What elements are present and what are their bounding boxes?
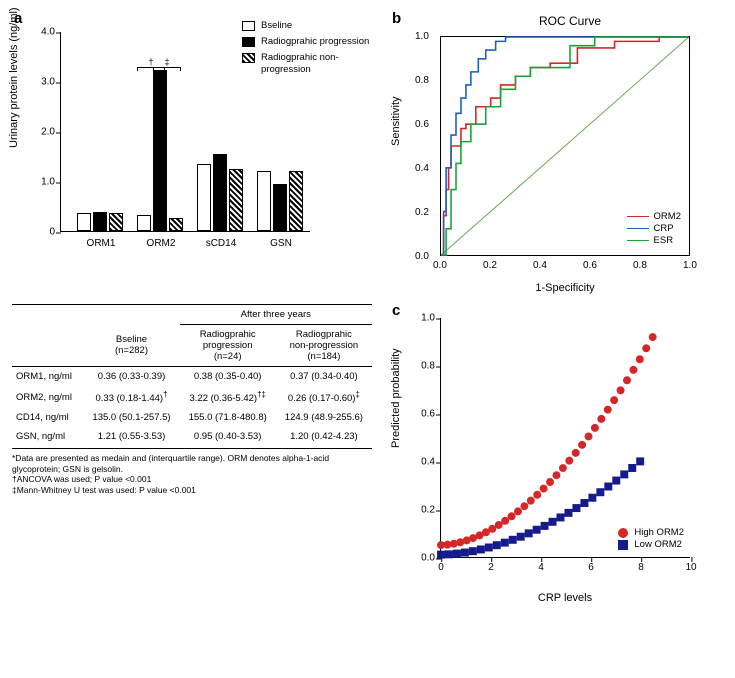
ytick: 2.0	[23, 127, 55, 138]
data-table: After three yearsBseline(n=282)Radiogpra…	[12, 304, 372, 608]
xtick: 0.0	[433, 260, 447, 271]
roc-title: ROC Curve	[430, 14, 710, 28]
xtick: 6	[588, 562, 594, 573]
bar	[169, 218, 183, 231]
ytick: 0.2	[403, 505, 435, 516]
ytick: 0.4	[415, 163, 429, 174]
xtick: 0	[438, 562, 444, 573]
bar	[109, 213, 123, 232]
panel-b: b ROC Curve ORM2 CRP ESR 0.00.00.20.20.4…	[390, 12, 723, 294]
x-category: sCD14	[191, 238, 251, 249]
panel-a: a Urinary protein levels (ng/ml) 01.02.0…	[12, 12, 372, 294]
ytick: 3.0	[23, 77, 55, 88]
roc-xlabel: 1-Specificity	[440, 282, 690, 294]
bar	[77, 213, 91, 231]
panel-c: c Predicted probability High ORM2 Low OR…	[390, 304, 723, 608]
xtick: 4	[538, 562, 544, 573]
prob-ylabel: Predicted probability	[390, 348, 402, 448]
bar-chart-legend: Bseline Radiogprahic progression Radiogp…	[242, 20, 372, 80]
ytick: 0	[23, 227, 55, 238]
bar-chart: Urinary protein levels (ng/ml) 01.02.03.…	[12, 18, 372, 278]
ytick: 1.0	[403, 313, 435, 324]
x-category: GSN	[251, 238, 311, 249]
roc-chart: ROC Curve ORM2 CRP ESR 0.00.00.20.20.40.…	[390, 14, 710, 294]
ytick: 0.8	[415, 75, 429, 86]
ytick: 0.2	[415, 207, 429, 218]
legend-progression: Radiogprahic progression	[261, 36, 369, 48]
legend-nonprogression: Radiogprahic non-progression	[261, 52, 372, 76]
ytick: 1.0	[415, 31, 429, 42]
bar	[137, 215, 151, 232]
xtick: 0.2	[483, 260, 497, 271]
ytick: 1.0	[23, 177, 55, 188]
x-category: ORM2	[131, 238, 191, 249]
table-footnotes: *Data are presented as medain and (inter…	[12, 448, 372, 496]
ytick: 0.8	[403, 361, 435, 372]
ytick: 0.6	[403, 409, 435, 420]
ytick: 4.0	[23, 27, 55, 38]
ytick: 0.4	[403, 457, 435, 468]
bar	[93, 212, 107, 231]
bar	[257, 171, 271, 232]
xtick: 10	[685, 562, 696, 573]
bar	[273, 184, 287, 232]
ytick: 0.0	[415, 251, 429, 262]
prob-xlabel: CRP levels	[440, 592, 690, 604]
sig-marker: ‡	[153, 57, 181, 71]
xtick: 0.6	[583, 260, 597, 271]
bar	[213, 154, 227, 232]
xtick: 0.4	[533, 260, 547, 271]
ytick: 0.6	[415, 119, 429, 130]
x-category: ORM1	[71, 238, 131, 249]
probability-chart: Predicted probability High ORM2 Low ORM2…	[390, 308, 710, 608]
legend-baseline: Bseline	[261, 20, 292, 32]
xtick: 0.8	[633, 260, 647, 271]
bar-chart-ylabel: Urinary protein levels (ng/ml)	[8, 7, 20, 148]
bar	[153, 70, 167, 231]
bar	[229, 169, 243, 232]
roc-ylabel: Sensitivity	[390, 96, 402, 146]
bar	[197, 164, 211, 232]
xtick: 2	[488, 562, 494, 573]
ytick: 0.0	[403, 553, 435, 564]
xtick: 8	[638, 562, 644, 573]
xtick: 1.0	[683, 260, 697, 271]
bar	[289, 171, 303, 231]
